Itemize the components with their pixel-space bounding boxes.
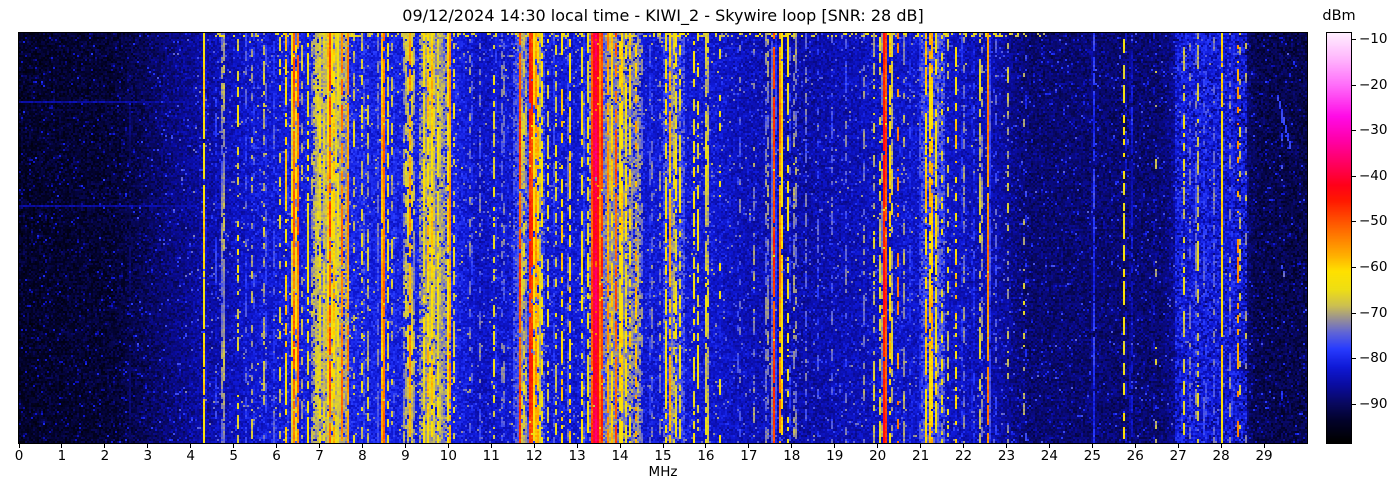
colorbar-tick-mark: [1352, 84, 1356, 86]
x-tick-mark: [576, 444, 578, 448]
x-tick-label: 15: [654, 448, 672, 464]
x-tick-mark: [1134, 444, 1136, 448]
x-tick-mark: [319, 444, 321, 448]
x-tick-label: 0: [14, 448, 24, 464]
x-tick-mark: [877, 444, 879, 448]
colorbar-tick-label: −20: [1359, 76, 1388, 93]
colorbar-tick-label: −30: [1359, 122, 1388, 139]
x-axis-label: MHz: [648, 464, 678, 480]
x-tick-label: 24: [1040, 448, 1058, 464]
x-tick-label: 2: [100, 448, 110, 464]
x-tick-label: 28: [1212, 448, 1230, 464]
x-tick-label: 16: [697, 448, 715, 464]
x-tick-mark: [233, 444, 235, 448]
x-tick-label: 22: [954, 448, 973, 464]
x-tick-mark: [963, 444, 965, 448]
x-tick-label: 10: [439, 448, 457, 464]
x-tick-label: 18: [783, 448, 801, 464]
colorbar: [1326, 32, 1352, 444]
x-tick-mark: [104, 444, 106, 448]
colorbar-tick-label: −90: [1359, 395, 1388, 412]
x-tick-label: 11: [482, 448, 500, 464]
x-tick-mark: [18, 444, 20, 448]
x-tick-label: 17: [740, 448, 758, 464]
x-tick-label: 23: [997, 448, 1016, 464]
colorbar-tick-label: −60: [1359, 258, 1388, 275]
colorbar-tick-label: −50: [1359, 213, 1388, 230]
x-tick-label: 27: [1169, 448, 1187, 464]
colorbar-tick-mark: [1352, 312, 1356, 314]
x-tick-mark: [1220, 444, 1222, 448]
x-tick-label: 9: [401, 448, 410, 464]
x-tick-mark: [1263, 444, 1265, 448]
colorbar-tick-mark: [1352, 358, 1356, 360]
x-tick-mark: [147, 444, 149, 448]
x-tick-mark: [533, 444, 535, 448]
colorbar-tick-mark: [1352, 403, 1356, 405]
x-tick-label: 26: [1126, 448, 1144, 464]
x-tick-mark: [1177, 444, 1179, 448]
colorbar-tick-label: −10: [1359, 30, 1388, 47]
x-tick-mark: [1091, 444, 1093, 448]
x-tick-mark: [404, 444, 406, 448]
x-tick-label: 8: [358, 448, 367, 464]
x-tick-label: 13: [568, 448, 586, 464]
x-tick-mark: [361, 444, 363, 448]
x-tick-label: 25: [1083, 448, 1101, 464]
x-tick-label: 3: [143, 448, 153, 464]
colorbar-tick-label: −70: [1359, 304, 1388, 321]
x-tick-label: 19: [826, 448, 844, 464]
x-tick-mark: [1048, 444, 1050, 448]
colorbar-tick-mark: [1352, 130, 1356, 132]
x-tick-mark: [920, 444, 922, 448]
x-tick-mark: [447, 444, 449, 448]
plot-title: 09/12/2024 14:30 local time - KIWI_2 - S…: [402, 6, 924, 25]
x-tick-label: 21: [912, 448, 930, 464]
colorbar-tick-mark: [1352, 266, 1356, 268]
x-tick-label: 1: [57, 448, 67, 464]
x-tick-mark: [1005, 444, 1007, 448]
colorbar-tick-mark: [1352, 221, 1356, 223]
x-tick-label: 4: [186, 448, 196, 464]
x-tick-label: 14: [611, 448, 629, 464]
x-tick-label: 29: [1255, 448, 1273, 464]
colorbar-tick-mark: [1352, 38, 1356, 40]
x-tick-mark: [490, 444, 492, 448]
x-tick-label: 12: [525, 448, 543, 464]
x-tick-label: 20: [869, 448, 887, 464]
x-tick-label: 6: [272, 448, 281, 464]
x-tick-mark: [619, 444, 621, 448]
colorbar-tick-label: −80: [1359, 350, 1388, 367]
colorbar-tick-label: −40: [1359, 167, 1388, 184]
x-tick-mark: [190, 444, 192, 448]
x-tick-mark: [61, 444, 63, 448]
x-tick-label: 7: [315, 448, 324, 464]
colorbar-gradient-canvas: [1327, 33, 1351, 443]
x-tick-mark: [662, 444, 664, 448]
colorbar-tick-mark: [1352, 175, 1356, 177]
waterfall-spectrogram-canvas: [19, 33, 1307, 443]
x-tick-label: 5: [229, 448, 238, 464]
x-tick-mark: [276, 444, 278, 448]
waterfall-plot-area: [18, 32, 1308, 444]
colorbar-label: dBm: [1322, 8, 1356, 24]
x-tick-mark: [791, 444, 793, 448]
x-tick-mark: [705, 444, 707, 448]
x-tick-mark: [748, 444, 750, 448]
x-tick-mark: [834, 444, 836, 448]
